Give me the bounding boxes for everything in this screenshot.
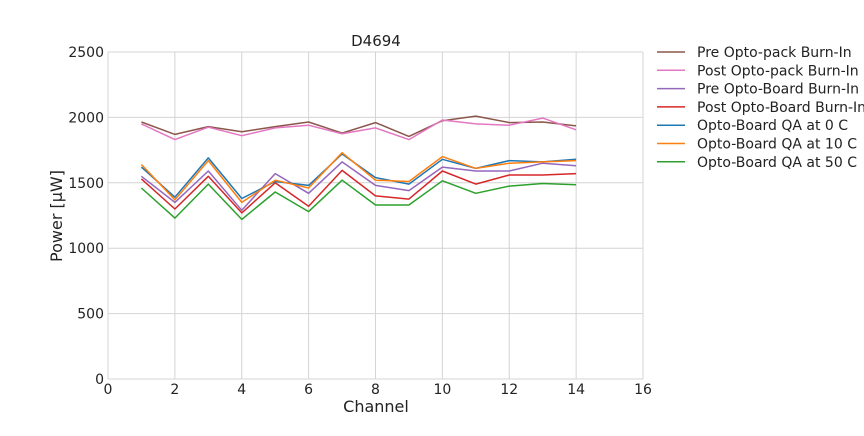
x-tick-label: 10 [433,382,451,398]
y-axis-title: Power [μW] [47,170,66,262]
series-line [140,179,577,221]
y-tick-label: 2000 [68,110,104,126]
legend-item: Pre Opto-Board Burn-In [657,82,859,98]
legend-label: Post Opto-pack Burn-In [697,63,859,79]
y-tick-label: 1500 [68,176,104,192]
series-line [141,117,577,141]
legend-item: Post Opto-Board Burn-In [657,100,864,116]
series-line [140,151,577,204]
y-tick-label: 0 [95,372,104,388]
legend-label: Opto-Board QA at 10 C [697,137,857,153]
y-tick-label: 500 [77,307,104,323]
x-axis-title: Channel [343,397,409,416]
series-lines [140,115,577,221]
x-tick-label: 2 [170,382,179,398]
x-tick-label: 12 [500,382,518,398]
legend-label: Pre Opto-pack Burn-In [697,45,852,61]
legend-label: Opto-Board QA at 50 C [697,155,857,171]
series-line [141,115,577,138]
y-tick-label: 1000 [68,241,104,257]
x-tick-label: 4 [237,382,246,398]
legend: Pre Opto-pack Burn-In Post Opto-pack Burn… [657,45,864,171]
x-tick-label: 8 [371,382,380,398]
grid [107,51,644,380]
legend-label: Opto-Board QA at 0 C [697,118,848,134]
y-tick-label: 2500 [68,45,104,61]
legend-label: Pre Opto-Board Burn-In [697,82,859,98]
series-line [140,169,577,214]
legend-item: Opto-Board QA at 50 C [657,155,857,171]
x-tick-label: 14 [567,382,585,398]
legend-item: Post Opto-pack Burn-In [657,63,859,79]
legend-item: Opto-Board QA at 10 C [657,137,857,153]
chart-title: D4694 [351,32,401,50]
axes: 0 2 4 6 8 10 12 14 16 0 500 1000 1500 2000 2500 [68,45,652,398]
legend-label: Post Opto-Board Burn-In [697,100,864,116]
x-tick-label: 6 [304,382,313,398]
x-tick-label: 0 [104,382,113,398]
x-tick-label: 16 [634,382,652,398]
series-line [140,161,577,212]
legend-item: Opto-Board QA at 0 C [657,118,848,134]
legend-item: Pre Opto-pack Burn-In [657,45,852,61]
